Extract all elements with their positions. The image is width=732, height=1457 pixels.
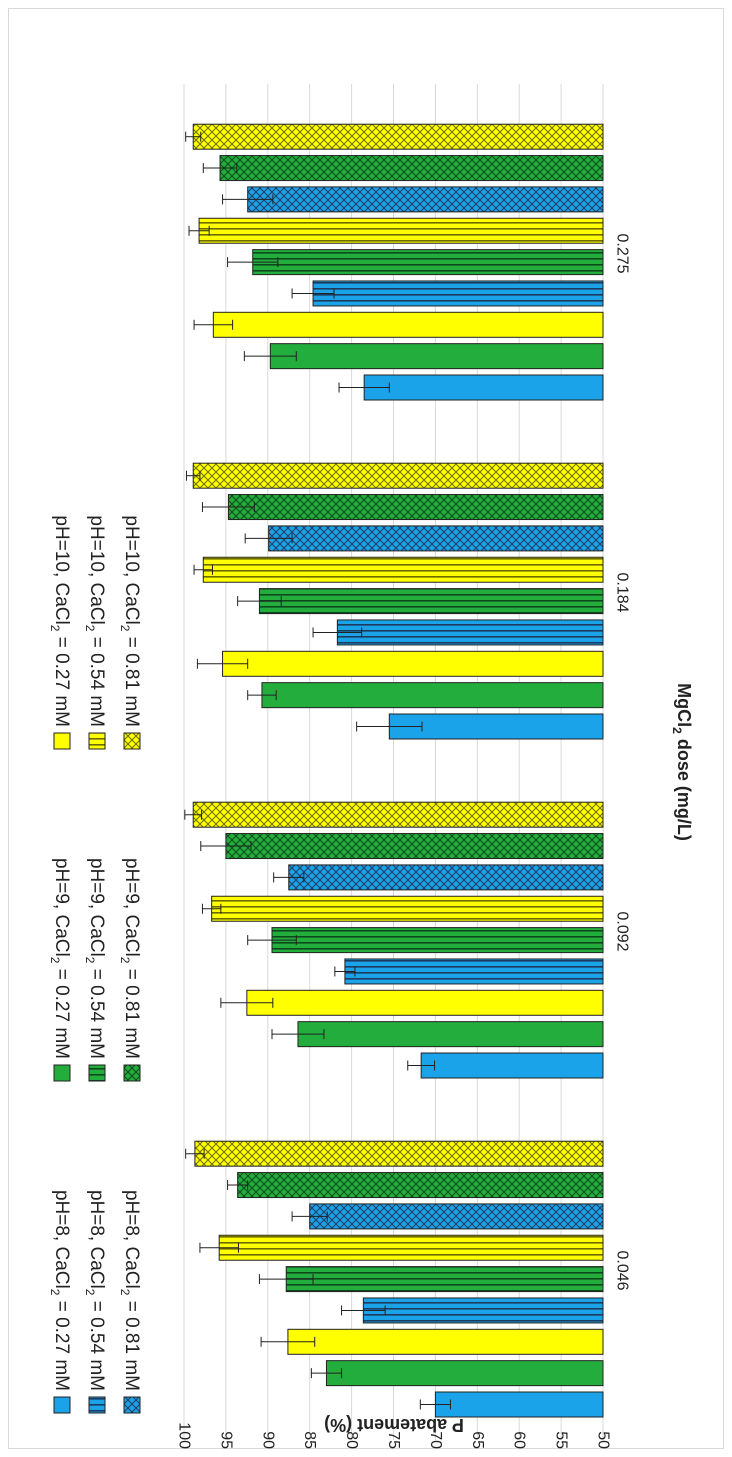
legend-swatch (53, 1396, 71, 1414)
legend-label: pH=8, CaCl2 = 0.81 mM (118, 1190, 143, 1391)
legend-label: pH=9, CaCl2 = 0.27 mM (48, 858, 73, 1059)
legend-swatch (123, 1396, 141, 1414)
legend-swatch (88, 1396, 106, 1414)
legend-label: pH=10, CaCl2 = 0.81 mM (118, 515, 143, 727)
legend-label: pH=9, CaCl2 = 0.81 mM (118, 858, 143, 1059)
axis-titles: MgCl2 dose (mg/L) P abatement (%) (324, 683, 694, 1435)
bar (246, 989, 604, 1016)
bar (268, 525, 604, 552)
bar (271, 927, 604, 954)
bar (420, 1052, 604, 1079)
bar (363, 374, 604, 401)
y-tick-label: 65 (469, 1431, 486, 1449)
y-tick-label: 55 (553, 1431, 570, 1449)
bar (336, 619, 604, 646)
chart-frame (8, 8, 724, 1449)
bar (227, 494, 604, 521)
bar (388, 713, 604, 740)
bar (212, 311, 604, 338)
bar (344, 958, 604, 985)
bar (258, 588, 604, 615)
x-tick-label: 0.046 (614, 1250, 631, 1290)
bar (222, 650, 604, 677)
y-tick-label: 95 (217, 1431, 234, 1449)
legend-swatch (53, 732, 71, 750)
x-tick-label: 0.275 (614, 233, 631, 273)
y-tick-label: 70 (427, 1431, 444, 1449)
bar (192, 801, 604, 828)
x-tick-label: 0.184 (614, 572, 631, 612)
bar (202, 556, 604, 583)
bar (288, 864, 604, 891)
bar (309, 1203, 604, 1230)
y-tick-labels: 50 55 60 65 70 75 80 85 90 95 100 (176, 1422, 612, 1449)
y-axis-title: P abatement (%) (324, 1415, 464, 1435)
legend-label: pH=9, CaCl2 = 0.54 mM (83, 858, 108, 1059)
bar (434, 1391, 604, 1418)
bar (218, 1234, 604, 1261)
x-axis-title: MgCl2 dose (mg/L) (670, 683, 694, 841)
error-bars (184, 131, 451, 1410)
bar (287, 1328, 604, 1355)
bar (252, 249, 604, 276)
x-tick-label: 0.092 (614, 911, 631, 951)
bar (192, 462, 604, 489)
bar (312, 280, 604, 307)
legend-swatch (88, 1064, 106, 1082)
bar (362, 1297, 604, 1324)
bar (225, 833, 604, 860)
bars (192, 123, 604, 1418)
bar (194, 1140, 604, 1167)
y-tick-label: 100 (176, 1422, 193, 1449)
bar (261, 682, 604, 709)
y-tick-label: 80 (343, 1431, 360, 1449)
bar (325, 1360, 604, 1387)
bar (198, 217, 604, 244)
legend-swatch (53, 1064, 71, 1082)
legend: pH=8, CaCl2 = 0.27 mM pH=9, CaCl2 = 0.27 … (48, 515, 143, 1414)
bar (285, 1266, 604, 1293)
legend-label: pH=8, CaCl2 = 0.54 mM (83, 1190, 108, 1391)
y-tick-label: 90 (259, 1431, 276, 1449)
legend-swatch (88, 732, 106, 750)
bar (247, 186, 604, 213)
bar (219, 155, 604, 182)
legend-label: pH=10, CaCl2 = 0.27 mM (48, 515, 73, 727)
y-tick-label: 85 (301, 1431, 318, 1449)
y-tick-label: 50 (595, 1431, 612, 1449)
bar (297, 1021, 604, 1048)
legend-label: pH=8, CaCl2 = 0.27 mM (48, 1190, 73, 1391)
legend-label: pH=10, CaCl2 = 0.54 mM (83, 515, 108, 727)
y-tick-label: 75 (385, 1431, 402, 1449)
legend-swatch (123, 1064, 141, 1082)
bar (237, 1172, 604, 1199)
bar (211, 895, 604, 922)
y-tick-label: 60 (511, 1431, 528, 1449)
bar (192, 123, 604, 150)
legend-swatch (123, 732, 141, 750)
x-tick-labels: 0.046 0.092 0.184 0.275 (614, 233, 631, 1290)
bar (269, 343, 604, 370)
